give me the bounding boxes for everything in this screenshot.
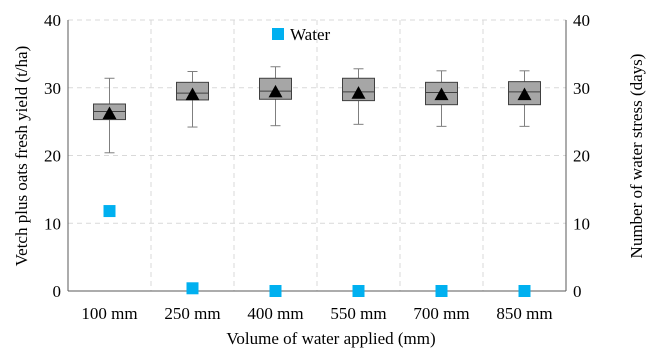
- yield-box-group: [425, 70, 458, 127]
- water-point: [269, 285, 282, 297]
- x-tick-label: 100 mm: [81, 304, 137, 323]
- right-y-axis-label: Number of water stress (days): [627, 54, 646, 259]
- water-point: [186, 282, 199, 295]
- left-tick-label: 10: [44, 214, 61, 233]
- legend: Water: [272, 25, 330, 44]
- water-point: [352, 285, 365, 297]
- left-tick-label: 30: [44, 79, 61, 98]
- mean-marker: [102, 106, 117, 120]
- right-tick-label: 10: [573, 214, 590, 233]
- mean-marker: [517, 87, 532, 101]
- left-y-axis-label: Vetch plus oats fresh yield (t/ha): [12, 46, 31, 266]
- right-tick-labels: 0 10 20 30 40: [573, 11, 590, 301]
- yield-box-group: [93, 77, 126, 154]
- left-tick-label: 0: [53, 282, 62, 301]
- right-tick-label: 30: [573, 79, 590, 98]
- mean-marker: [268, 84, 283, 98]
- x-tick-label: 400 mm: [247, 304, 303, 323]
- mean-marker: [351, 86, 366, 99]
- water-point: [435, 285, 448, 297]
- x-tick-label: 550 mm: [330, 304, 386, 323]
- left-tick-labels: 0 10 20 30 40: [44, 11, 61, 301]
- gridlines: [68, 19, 566, 291]
- left-tick-label: 40: [44, 11, 61, 30]
- water-point: [518, 285, 531, 297]
- yield-box-group: [508, 70, 541, 127]
- x-axis-label: Volume of water applied (mm): [226, 329, 435, 348]
- x-tick-label: 250 mm: [164, 304, 220, 323]
- legend-water-label: Water: [290, 25, 330, 44]
- water-series: [103, 205, 531, 297]
- x-tick-label: 700 mm: [413, 304, 469, 323]
- right-tick-label: 20: [573, 147, 590, 166]
- right-tick-label: 40: [573, 11, 590, 30]
- yield-box-group: [176, 70, 209, 128]
- yield-boxes: [93, 66, 541, 154]
- x-tick-labels: 100 mm 250 mm 400 mm 550 mm 700 mm 850 mm: [81, 304, 552, 323]
- right-tick-label: 0: [573, 282, 582, 301]
- water-point: [103, 205, 116, 218]
- left-tick-label: 20: [44, 147, 61, 166]
- mean-marker: [434, 87, 449, 101]
- x-tick-label: 850 mm: [496, 304, 552, 323]
- legend-water-swatch: [272, 28, 284, 40]
- yield-box-group: [259, 66, 292, 127]
- mean-marker: [185, 87, 200, 101]
- yield-box-group: [342, 68, 375, 125]
